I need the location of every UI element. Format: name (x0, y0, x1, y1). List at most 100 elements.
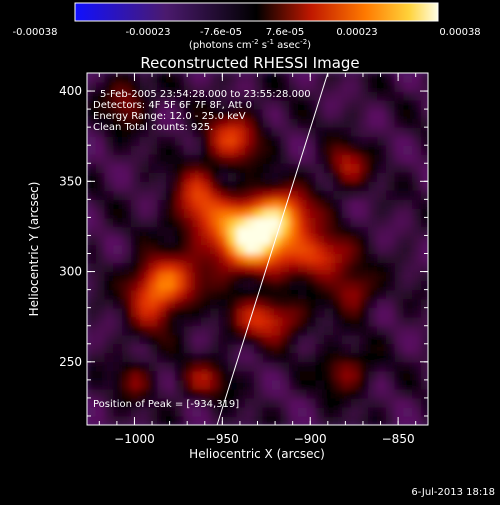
heatmap-cell (385, 406, 396, 417)
heatmap-cell (130, 172, 141, 182)
heatmap-cell (262, 109, 273, 119)
heatmap-cell (148, 226, 158, 237)
heatmap-cell (183, 361, 194, 372)
heatmap-cell (368, 73, 378, 83)
heatmap-cell (289, 226, 299, 237)
heatmap-cell (210, 226, 220, 237)
heatmap-cell (403, 199, 413, 209)
heatmap-cell (130, 352, 141, 363)
heatmap-cell (359, 343, 369, 354)
heatmap-cell (218, 199, 229, 209)
heatmap-cell (122, 172, 132, 182)
heatmap-cell (174, 271, 185, 282)
heatmap-cell (113, 271, 123, 282)
heatmap-cell (280, 109, 290, 119)
heatmap-cell (130, 388, 141, 399)
heatmap-cell (192, 262, 202, 273)
heatmap-cell (87, 244, 97, 255)
heatmap-cell (412, 91, 422, 101)
heatmap-cell (210, 199, 220, 209)
heatmap-cell (403, 370, 413, 381)
heatmap-cell (227, 127, 238, 137)
heatmap-cell (113, 361, 123, 372)
heatmap-cell (385, 226, 396, 237)
heatmap-cell (253, 262, 264, 273)
heatmap-cell (341, 289, 352, 300)
heatmap-cell (227, 244, 238, 255)
heatmap-cell (166, 253, 176, 264)
heatmap-cell (271, 118, 281, 128)
heatmap-cell (280, 289, 290, 300)
heatmap-cell (148, 91, 158, 101)
heatmap-cell (280, 136, 290, 146)
heatmap-cell (139, 100, 150, 110)
heatmap-cell (394, 361, 404, 372)
heatmap-cell (201, 136, 211, 146)
heatmap-cell (377, 163, 387, 173)
heatmap-cell (385, 370, 396, 381)
heatmap-cell (227, 388, 238, 399)
heatmap-cell (315, 262, 325, 273)
heatmap-cell (104, 361, 114, 372)
heatmap-cell (122, 280, 132, 291)
heatmap-cell (306, 226, 317, 237)
heatmap-cell (245, 325, 255, 336)
heatmap-cell (148, 145, 158, 155)
heatmap-cell (262, 82, 273, 92)
heatmap-cell (245, 91, 255, 101)
heatmap-cell (306, 280, 317, 291)
heatmap-cell (377, 118, 387, 128)
heatmap-cell (420, 136, 428, 146)
heatmap-cell (420, 397, 428, 408)
heatmap-cell (192, 316, 202, 327)
heatmap-cell (87, 361, 97, 372)
heatmap-cell (280, 145, 290, 155)
heatmap-cell (377, 262, 387, 273)
heatmap-cell (227, 361, 238, 372)
heatmap-cell (245, 235, 255, 246)
heatmap-cell (157, 244, 167, 255)
heatmap-cell (95, 280, 106, 291)
heatmap-cell (262, 172, 273, 182)
heatmap-cell (420, 379, 428, 390)
heatmap-cell (297, 334, 308, 345)
heatmap-cell (394, 334, 404, 345)
heatmap-cell (192, 172, 202, 182)
heatmap-cell (148, 235, 158, 246)
x-axis-label: Heliocentric X (arcsec) (189, 447, 325, 461)
heatmap-cell (183, 118, 194, 128)
heatmap-cell (377, 154, 387, 164)
heatmap-cell (289, 100, 299, 110)
heatmap-cell (297, 379, 308, 390)
heatmap-cell (350, 388, 361, 399)
heatmap-cell (359, 172, 369, 182)
heatmap-cell (104, 181, 114, 191)
heatmap-cell (324, 316, 334, 327)
heatmap-cell (192, 127, 202, 137)
heatmap-cell (95, 226, 106, 237)
heatmap-cell (157, 109, 167, 119)
heatmap-cell (218, 262, 229, 273)
heatmap-cell (148, 397, 158, 408)
heatmap-cell (412, 82, 422, 92)
heatmap-cell (174, 208, 185, 219)
heatmap-cell (236, 298, 246, 309)
heatmap-cell (183, 172, 194, 182)
heatmap-cell (315, 271, 325, 282)
heatmap-cell (280, 163, 290, 173)
heatmap-cell (139, 82, 150, 92)
heatmap-cell (253, 415, 264, 425)
heatmap-cell (280, 190, 290, 200)
heatmap-cell (394, 136, 404, 146)
heatmap-cell (385, 91, 396, 101)
heatmap-cell (341, 352, 352, 363)
heatmap-cell (297, 145, 308, 155)
heatmap-cell (394, 388, 404, 399)
heatmap-cell (420, 289, 428, 300)
heatmap-cell (122, 370, 132, 381)
heatmap-cell (385, 199, 396, 209)
heatmap-cell (174, 316, 185, 327)
heatmap-cell (253, 118, 264, 128)
heatmap-cell (289, 82, 299, 92)
heatmap-cell (104, 190, 114, 200)
